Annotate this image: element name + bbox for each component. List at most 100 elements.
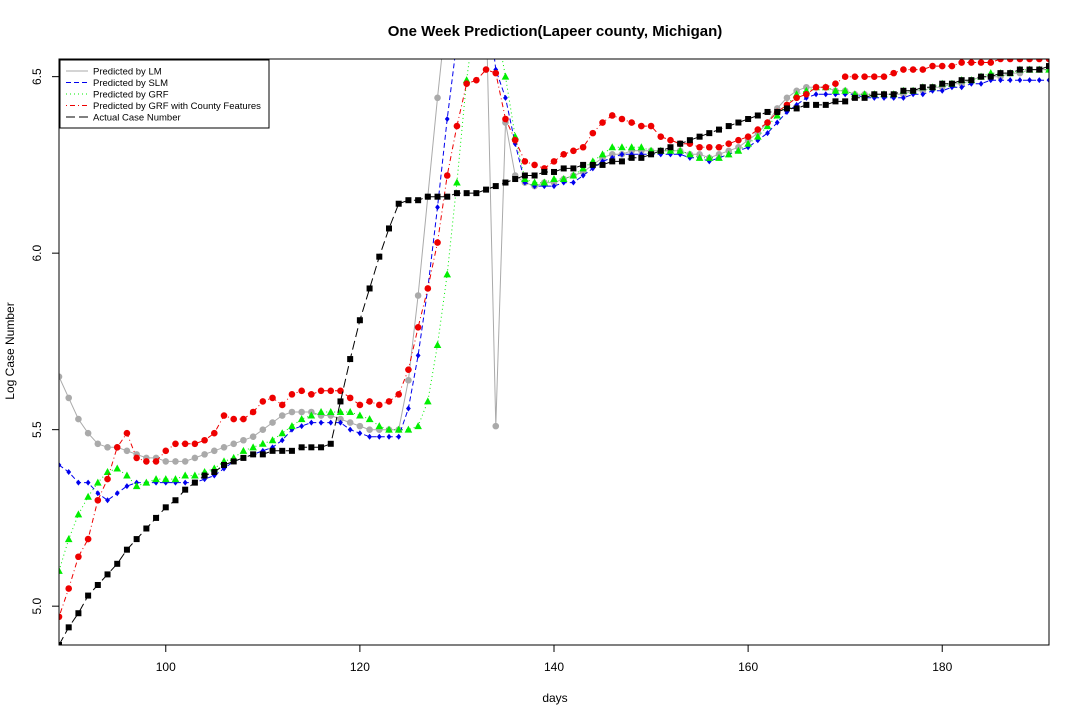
data-point xyxy=(822,83,830,91)
data-point xyxy=(142,478,151,486)
data-point xyxy=(59,642,62,645)
data-point xyxy=(201,436,208,444)
data-point xyxy=(608,151,616,158)
data-point xyxy=(357,430,363,437)
data-point xyxy=(152,458,160,465)
data-point xyxy=(793,105,800,112)
data-point xyxy=(443,172,451,179)
data-point xyxy=(803,91,810,98)
data-point xyxy=(920,91,926,98)
data-point xyxy=(143,525,150,532)
data-point xyxy=(240,436,247,444)
data-point xyxy=(249,408,257,416)
data-point xyxy=(133,454,140,462)
data-point xyxy=(861,94,868,101)
data-point xyxy=(367,433,372,440)
data-point xyxy=(288,408,296,416)
data-point xyxy=(220,412,228,419)
data-point xyxy=(162,458,170,465)
data-point xyxy=(250,451,257,458)
data-point xyxy=(453,190,460,197)
data-point xyxy=(230,458,237,465)
data-point xyxy=(764,119,771,126)
data-point xyxy=(929,62,936,70)
data-point xyxy=(75,553,82,561)
data-point xyxy=(297,415,306,423)
data-point xyxy=(132,482,141,490)
y-tick-label: 6.0 xyxy=(30,244,44,261)
x-tick-label: 140 xyxy=(544,660,564,674)
data-point xyxy=(530,178,539,186)
data-point xyxy=(211,469,218,476)
data-point xyxy=(308,391,315,398)
data-point xyxy=(65,585,73,592)
y-tick-label: 5.5 xyxy=(30,421,44,438)
data-point xyxy=(483,186,490,193)
data-point xyxy=(977,59,985,66)
data-point xyxy=(395,391,403,398)
x-tick-label: 160 xyxy=(738,660,758,674)
data-point xyxy=(269,447,276,454)
data-point xyxy=(366,285,373,292)
data-point xyxy=(550,175,558,183)
data-point xyxy=(541,168,548,175)
data-point xyxy=(618,115,626,123)
data-point xyxy=(405,366,412,373)
series-line xyxy=(59,65,1049,645)
data-point xyxy=(75,610,82,617)
data-point xyxy=(939,80,946,87)
data-point xyxy=(987,73,994,80)
data-point xyxy=(637,143,646,151)
data-point xyxy=(259,451,266,458)
data-point xyxy=(210,447,218,455)
data-point xyxy=(900,66,907,73)
data-point xyxy=(998,77,1003,84)
data-point xyxy=(386,433,392,440)
data-point xyxy=(540,178,549,186)
data-point xyxy=(385,398,393,405)
data-point xyxy=(890,69,898,77)
data-point xyxy=(580,172,586,179)
data-point xyxy=(851,73,859,80)
data-point xyxy=(338,419,343,426)
data-point xyxy=(191,471,199,479)
data-point xyxy=(958,77,965,84)
data-point xyxy=(172,497,179,504)
data-point xyxy=(531,161,538,169)
data-point xyxy=(978,80,984,87)
data-point xyxy=(550,158,558,165)
data-point xyxy=(433,340,442,348)
data-point xyxy=(1035,59,1043,63)
data-point xyxy=(1026,59,1033,63)
data-point xyxy=(686,137,693,144)
data-point xyxy=(405,376,412,384)
data-point xyxy=(676,146,684,154)
data-point xyxy=(813,101,820,108)
data-point xyxy=(1026,66,1033,73)
data-point xyxy=(1046,63,1049,70)
data-point xyxy=(579,164,587,172)
data-point xyxy=(181,458,189,465)
legend-entry: Predicted by LM xyxy=(93,67,162,78)
data-point xyxy=(958,59,965,66)
data-point xyxy=(938,62,946,70)
data-point xyxy=(123,447,131,455)
data-point xyxy=(298,387,305,395)
data-point xyxy=(910,87,917,94)
data-point xyxy=(841,73,849,80)
data-point xyxy=(347,426,353,433)
data-point xyxy=(375,401,383,409)
data-point xyxy=(162,504,169,511)
data-point xyxy=(414,292,422,299)
data-point xyxy=(94,496,102,504)
data-point xyxy=(104,571,111,578)
legend-entry: Actual Case Number xyxy=(93,113,181,124)
data-point xyxy=(396,433,402,440)
data-point xyxy=(502,179,509,186)
data-point xyxy=(181,440,189,448)
data-point xyxy=(579,143,587,151)
data-point xyxy=(783,94,791,102)
data-point xyxy=(123,429,131,437)
data-point xyxy=(171,475,180,483)
